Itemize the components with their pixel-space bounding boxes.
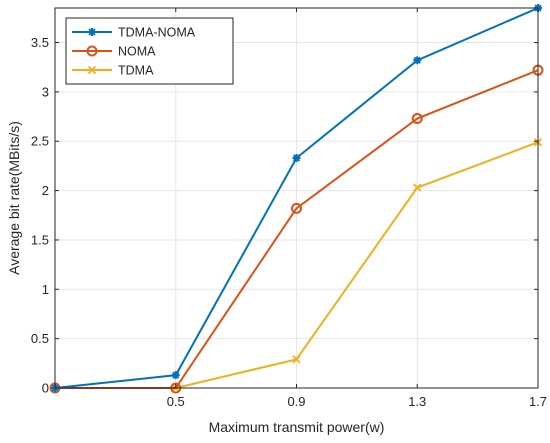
data-point bbox=[291, 202, 302, 214]
y-tick-label: 0 bbox=[42, 381, 49, 396]
data-point bbox=[292, 154, 301, 163]
y-tick-label: 0.5 bbox=[31, 331, 49, 346]
y-tick-label: 2.5 bbox=[31, 134, 49, 149]
legend-marker bbox=[87, 65, 97, 75]
y-axis-label: Average bit rate(MBits/s) bbox=[6, 121, 22, 275]
x-tick-label: 0.5 bbox=[167, 394, 185, 409]
legend-marker bbox=[88, 28, 96, 36]
data-point bbox=[171, 371, 180, 380]
legend-label: TDMA-NOMA bbox=[118, 26, 196, 40]
legend-label: TDMA bbox=[118, 64, 154, 78]
data-point bbox=[413, 183, 422, 192]
x-tick-label: 1.7 bbox=[529, 394, 547, 409]
data-point bbox=[292, 355, 301, 364]
y-tick-label: 1 bbox=[42, 282, 49, 297]
x-axis-label: Maximum transmit power(w) bbox=[209, 419, 385, 435]
x-tick-label: 1.3 bbox=[408, 394, 426, 409]
data-point bbox=[413, 56, 422, 65]
y-axis: 0 0.5 1 1.5 2 2.5 3 3.5 bbox=[31, 35, 538, 396]
legend: TDMA-NOMA NOMA TDMA bbox=[65, 17, 234, 85]
y-tick-label: 3.5 bbox=[31, 35, 49, 50]
y-tick-label: 2 bbox=[42, 183, 49, 198]
legend-item: NOMA bbox=[72, 45, 156, 59]
legend-label: NOMA bbox=[118, 45, 156, 59]
legend-item: TDMA bbox=[72, 64, 154, 78]
y-tick-label: 3 bbox=[42, 84, 49, 99]
legend-item: TDMA-NOMA bbox=[72, 26, 196, 40]
data-point bbox=[411, 113, 423, 125]
x-tick-label: 0.9 bbox=[287, 394, 305, 409]
legend-marker bbox=[86, 45, 98, 57]
y-tick-label: 1.5 bbox=[31, 232, 49, 247]
x-axis: 0.5 0.9 1.3 1.7 bbox=[167, 8, 547, 409]
